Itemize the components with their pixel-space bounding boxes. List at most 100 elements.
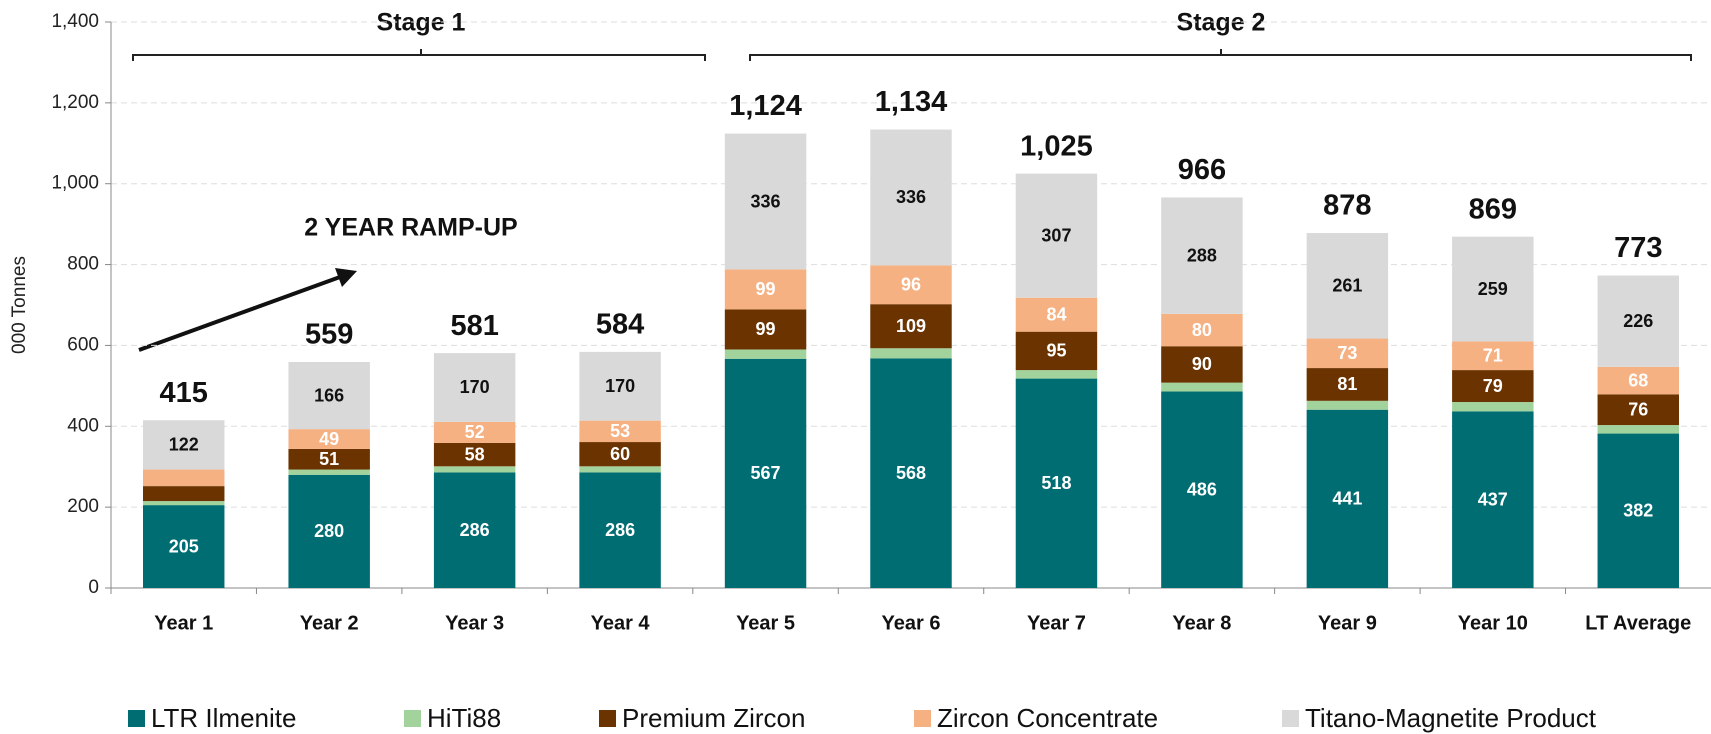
x-tick-label: Year 2 (300, 612, 359, 634)
legend-swatch (914, 710, 931, 727)
bar-segment (724, 133, 807, 270)
bar-segment (1161, 313, 1243, 347)
y-axis-label: 000 Tonnes (9, 256, 30, 354)
data-label: 336 (751, 191, 781, 211)
data-label: 60 (610, 444, 630, 464)
x-tick-label: Year 3 (445, 612, 504, 634)
total-label: 966 (1178, 154, 1226, 186)
legend-swatch (404, 710, 421, 727)
data-label: 170 (460, 377, 490, 397)
bar-segment (1452, 341, 1534, 371)
y-tick-label: 1,000 (51, 173, 99, 194)
data-label: 166 (314, 385, 344, 405)
data-label: 99 (756, 279, 776, 299)
ramp-arrowhead (335, 268, 357, 287)
data-label: 259 (1478, 279, 1508, 299)
data-label: 437 (1478, 489, 1508, 509)
legend-swatch (128, 710, 145, 727)
bar-segment (724, 309, 807, 350)
bar-segment (1306, 409, 1389, 588)
data-label: 280 (314, 521, 344, 541)
stage-label: Stage 2 (1177, 9, 1266, 37)
data-label: 441 (1332, 489, 1362, 509)
legend-swatch (1282, 710, 1299, 727)
data-label: 226 (1623, 311, 1653, 331)
legend-label: Titano-Magnetite Product (1305, 703, 1597, 733)
bar-segment (1597, 425, 1679, 434)
bar-segment (143, 501, 225, 506)
y-tick-label: 800 (67, 254, 99, 275)
bar-segment (1161, 197, 1243, 314)
bar-segment (1306, 233, 1389, 339)
data-label: 58 (465, 444, 485, 464)
y-tick-label: 600 (67, 334, 99, 355)
data-label: 81 (1337, 374, 1357, 394)
x-tick-label: Year 1 (154, 612, 213, 634)
stage-bracket (132, 49, 706, 61)
y-tick-label: 1,200 (51, 92, 99, 113)
bar-segment (1452, 236, 1534, 342)
bar-segment (870, 348, 952, 359)
bar-segment (1452, 411, 1534, 588)
bar-segment (433, 421, 516, 443)
total-label: 415 (160, 377, 208, 409)
bar-segment (288, 448, 370, 470)
x-tick-label: Year 4 (591, 612, 651, 634)
data-label: 286 (460, 520, 490, 540)
bar-segment (1015, 173, 1098, 298)
bar-segment (870, 304, 952, 349)
data-label: 84 (1046, 304, 1066, 324)
data-label: 518 (1041, 473, 1071, 493)
x-tick-label: Year 10 (1458, 612, 1528, 634)
data-label: 261 (1332, 276, 1362, 296)
bar-segment (1597, 366, 1679, 395)
bar-segment (143, 486, 225, 502)
bar-segment (1015, 370, 1098, 379)
bar-segment (870, 129, 952, 266)
bar-segment (579, 472, 661, 588)
x-tick-label: Year 5 (736, 612, 795, 634)
stage-bracket (749, 49, 1692, 61)
bar-segment (870, 265, 952, 305)
bar-segment (870, 358, 952, 588)
bar-segment (1161, 391, 1243, 588)
total-label: 584 (596, 309, 644, 341)
data-label: 170 (605, 376, 635, 396)
data-label: 336 (896, 187, 926, 207)
bar-segment (724, 358, 807, 588)
y-tick-label: 1,400 (51, 11, 99, 32)
data-label: 53 (610, 421, 630, 441)
bar-segment (1597, 433, 1679, 588)
stage-label: Stage 1 (377, 9, 466, 37)
data-label: 76 (1628, 399, 1648, 419)
bar-segment (143, 505, 225, 588)
legend-label: LTR Ilmenite (151, 703, 296, 733)
data-label: 567 (751, 463, 781, 483)
bar-segment (1161, 346, 1243, 383)
total-label: 581 (450, 310, 498, 342)
bar-segment (288, 474, 370, 588)
data-label: 95 (1046, 341, 1066, 361)
data-label: 99 (756, 319, 776, 339)
bar-segment (288, 469, 370, 475)
bar-segment (1015, 297, 1098, 332)
legend-label: Zircon Concentrate (937, 703, 1158, 733)
bar-segment (433, 466, 516, 473)
bar-segment (433, 472, 516, 588)
data-label: 52 (465, 422, 485, 442)
bar-segment (1597, 394, 1679, 426)
total-label: 1,124 (729, 90, 802, 122)
data-label: 288 (1187, 245, 1217, 265)
bar-segment (433, 353, 516, 422)
data-label: 96 (901, 275, 921, 295)
data-label: 49 (319, 429, 339, 449)
total-label: 878 (1323, 190, 1371, 222)
y-tick-label: 0 (88, 577, 99, 598)
data-label: 73 (1337, 343, 1357, 363)
x-tick-label: Year 9 (1318, 612, 1377, 634)
data-label: 205 (169, 536, 199, 556)
data-label: 80 (1192, 320, 1212, 340)
data-label: 79 (1483, 376, 1503, 396)
data-label: 51 (319, 449, 339, 469)
